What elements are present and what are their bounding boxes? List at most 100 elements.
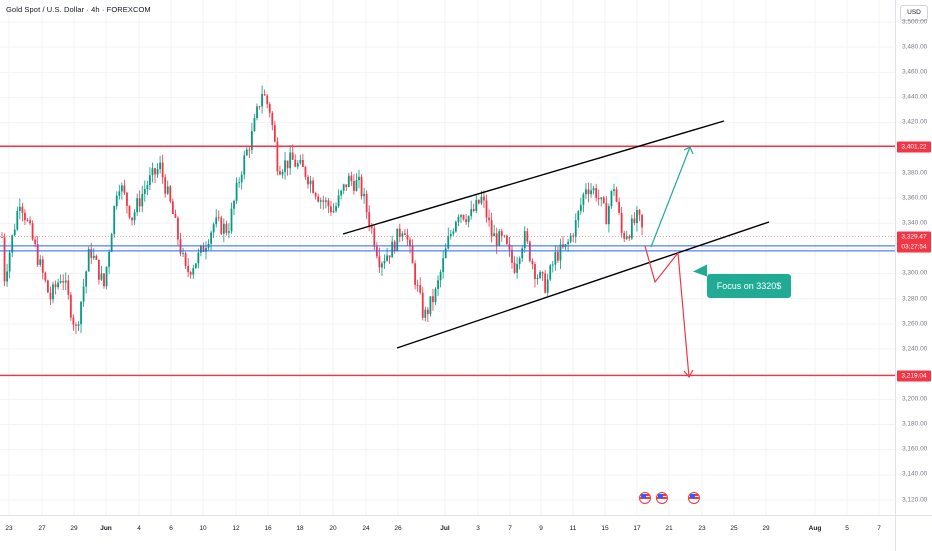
candle-body [52, 284, 54, 300]
candle-body [164, 177, 167, 194]
candle-body [36, 244, 39, 265]
candle-body [493, 233, 496, 237]
candle-body [26, 220, 29, 221]
candle-body [228, 231, 230, 233]
bullish-arrow-head [683, 146, 694, 155]
candle-body [572, 235, 575, 237]
candle-body [281, 171, 284, 175]
candle-body [34, 239, 37, 245]
candle-body [59, 281, 62, 283]
candle-body [314, 192, 317, 197]
candle-body [187, 265, 190, 273]
candle-body [75, 324, 77, 326]
candle-body [360, 176, 363, 197]
candle-body [205, 247, 207, 252]
candle-body [138, 198, 141, 207]
candle-body [416, 284, 419, 286]
price-chart[interactable] [0, 0, 895, 515]
candle-body [189, 272, 192, 275]
candle-body [276, 141, 279, 172]
candle-body [317, 196, 320, 202]
candle-body [531, 260, 534, 265]
us-event-flag-icon[interactable] [639, 492, 651, 504]
time-axis[interactable]: 23 27 29 Jun 4 6 10 12 16 18 20 24 26 Ju… [0, 515, 895, 551]
candle-body [118, 191, 121, 196]
candle-body [289, 152, 292, 169]
candle-body [273, 125, 276, 142]
candle-body [184, 253, 187, 266]
candle-body [202, 245, 205, 252]
candle-body [192, 268, 195, 275]
time-tick: 6 [169, 525, 173, 532]
candle-body [536, 277, 539, 280]
time-tick: 5 [845, 525, 849, 532]
candle-body [638, 210, 641, 215]
candle-body [358, 176, 360, 181]
price-tick: 3,280.00 [902, 295, 928, 303]
candle-body [465, 219, 467, 223]
candle-body [151, 168, 154, 176]
candle-body [54, 284, 57, 288]
candle-body [245, 149, 248, 156]
candle-body [485, 200, 488, 218]
candle-body [633, 218, 636, 224]
candle-body [393, 241, 396, 252]
candle-body [636, 210, 638, 224]
focus-annotation[interactable]: Focus on 3320$ [707, 274, 791, 298]
bearish-arrow [644, 245, 690, 378]
candle-body [518, 258, 521, 264]
candle-body [526, 231, 529, 242]
candle-body [544, 273, 547, 293]
time-tick: 20 [329, 525, 337, 532]
time-tick: Jun [100, 525, 112, 532]
price-axis[interactable]: USD 3,500.00 3,480.00 3,460.00 3,440.00 … [895, 0, 932, 515]
candle-body [161, 162, 164, 178]
candle-body [597, 197, 600, 200]
candle-body [18, 206, 21, 211]
candle-body [327, 200, 330, 207]
candle-body [1, 237, 3, 238]
us-event-flag-icon[interactable] [688, 492, 700, 504]
horizontal-levels[interactable] [0, 145, 895, 377]
time-tick: 17 [633, 525, 641, 532]
candle-body [630, 218, 633, 239]
time-tick: 10 [199, 525, 207, 532]
candle-body [11, 235, 14, 253]
time-tick: 15 [601, 525, 609, 532]
price-tick: 3,480.00 [902, 43, 928, 51]
candle-body [449, 233, 452, 237]
candle-body [284, 160, 286, 172]
trend-drawings[interactable] [342, 120, 770, 379]
currency-button[interactable]: USD [900, 5, 928, 21]
price-tick: 3,160.00 [902, 445, 928, 453]
candle-body [335, 206, 337, 211]
candle-body [13, 229, 16, 236]
candle-body [429, 296, 432, 314]
candle-body [498, 231, 501, 246]
candle-body [437, 280, 439, 289]
candle-body [72, 317, 75, 325]
candle-body [330, 206, 332, 213]
candle-body [291, 152, 294, 160]
candle-body [500, 231, 503, 236]
candle-body [120, 185, 123, 192]
price-tick: 3,260.00 [902, 320, 928, 328]
candle-body [233, 200, 235, 209]
candle-body [342, 184, 345, 191]
candle-body [452, 231, 455, 234]
candle-body [375, 246, 378, 257]
current-price-label: 3,329.47 [897, 231, 931, 243]
candle-body [503, 235, 506, 237]
chart-area[interactable]: Gold Spot / U.S. Dollar · 4h · FOREXCOM … [0, 0, 895, 515]
time-tick: 24 [362, 525, 370, 532]
symbol-title: Gold Spot / U.S. Dollar · 4h · FOREXCOM [6, 5, 151, 14]
candle-body [253, 118, 256, 132]
us-event-flag-icon[interactable] [656, 492, 668, 504]
candle-body [98, 259, 100, 280]
time-tick: 18 [296, 525, 304, 532]
candle-body [256, 106, 258, 119]
price-tick: 3,500.00 [902, 18, 928, 26]
candle-body [480, 196, 483, 204]
candle-body [64, 280, 67, 283]
candle-body [605, 203, 608, 225]
